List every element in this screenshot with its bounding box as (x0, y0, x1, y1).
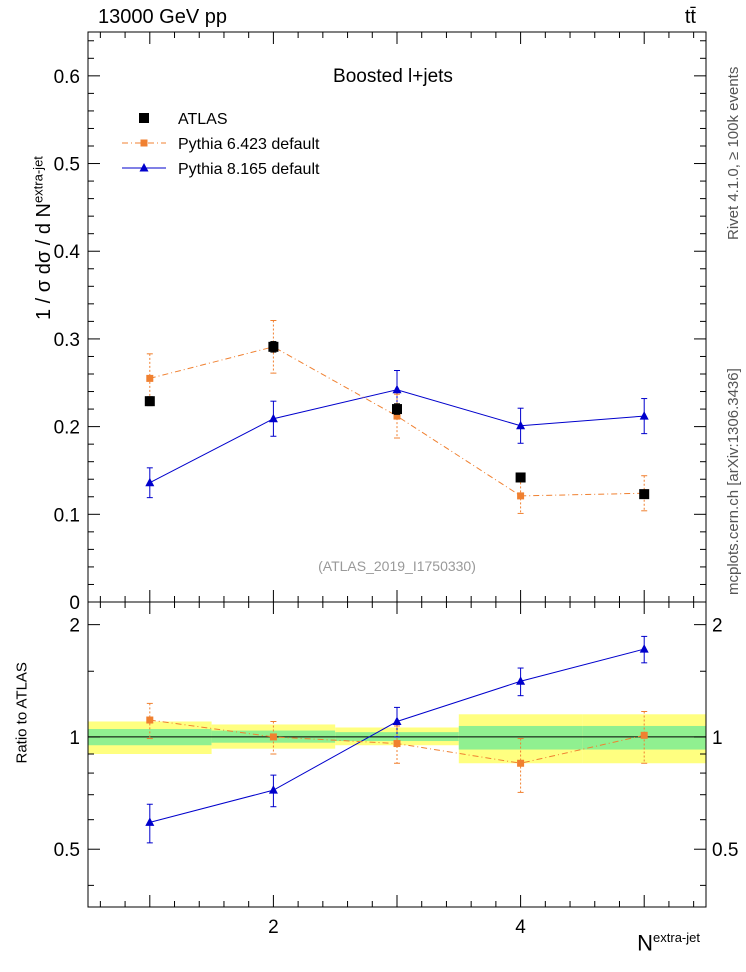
main-y-tick-label: 0.4 (54, 242, 81, 263)
process-label: tt̄ (684, 6, 696, 28)
ratio-pythia6-point (517, 759, 525, 767)
legend-entry-label: ATLAS (178, 111, 228, 128)
atlas-point (144, 396, 155, 407)
atlas-point (639, 489, 650, 500)
ratio-y-tick-label: 0.5 (54, 840, 80, 861)
legend-marker (140, 139, 148, 147)
ratio-pythia6-point (393, 740, 401, 748)
main-y-tick-label: 0.2 (54, 418, 80, 439)
ratio-pythia8-point (145, 817, 155, 826)
pythia6-point (393, 412, 401, 420)
legend-entry-label: Pythia 8.165 default (178, 161, 320, 178)
atlas-point (515, 472, 526, 483)
pythia8-point (639, 411, 649, 420)
x-tick-label: 2 (268, 917, 279, 938)
x-tick-label: 4 (515, 917, 526, 938)
atlas-point (268, 341, 279, 352)
analysis-watermark: (ATLAS_2019_I1750330) (318, 558, 476, 574)
legend: ATLAS Pythia 6.423 default Pythia 8.165 de… (122, 111, 320, 178)
ratio-pythia6-point (146, 716, 154, 724)
ratio-plot: 2 4 0.5 0.5 1 1 2 2 (54, 602, 738, 938)
main-y-tick-label: 0.6 (54, 67, 80, 88)
main-y-tick-label: 0.3 (54, 330, 80, 351)
main-y-tick-label: 0 (69, 593, 80, 614)
ratio-pythia6-point (640, 731, 648, 739)
ratio-pythia8-point (639, 644, 649, 653)
main-plot: 0 0.1 0.2 0.3 0.4 0.5 0.6 (54, 32, 706, 614)
pythia8-point (392, 384, 402, 394)
ratio-y-tick-label: 2 (69, 616, 80, 637)
legend-entry-label: Pythia 6.423 default (178, 136, 320, 153)
pythia8-point (516, 420, 526, 430)
pythia6-point (517, 492, 525, 500)
atlas-point (392, 404, 402, 415)
ratio-pythia8-point (268, 785, 278, 794)
main-y-tick-label: 0.5 (54, 155, 80, 176)
ratio-y-tick-label-right: 1 (712, 728, 723, 749)
ratio-pythia8-point (516, 676, 526, 685)
ratio-y-tick-label: 1 (69, 728, 80, 749)
pythia8-point (268, 413, 278, 423)
ratio-pythia8-point (392, 716, 402, 725)
legend-marker (139, 113, 149, 123)
main-y-tick-label: 0.1 (54, 505, 80, 526)
pythia6-point (146, 374, 154, 382)
ratio-y-tick-label-right: 2 (712, 616, 723, 637)
pythia8-point (145, 477, 155, 487)
green-band-bin-4 (458, 725, 583, 750)
plot-title: Boosted l+jets (333, 66, 453, 87)
ratio-pythia6-point (269, 733, 277, 741)
ratio-y-tick-label-right: 0.5 (712, 840, 738, 861)
pythia6-line (149, 346, 645, 497)
legend-marker (139, 163, 149, 172)
x-axis-label: Nextra-jet (637, 930, 700, 956)
ratio-frame (87, 601, 707, 908)
energy-label: 13000 GeV pp (98, 6, 227, 28)
